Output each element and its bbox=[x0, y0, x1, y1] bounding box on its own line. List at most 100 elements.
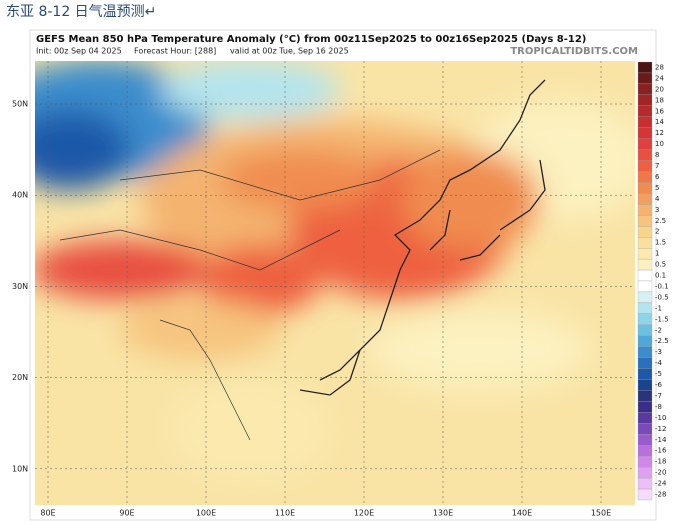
colorbar-swatch bbox=[637, 116, 653, 128]
colorbar-swatch bbox=[637, 61, 653, 74]
colorbar-label: -8 bbox=[655, 403, 662, 411]
colorbar-swatch bbox=[637, 83, 653, 96]
colorbar-label: -7 bbox=[655, 392, 662, 400]
colorbar-label: 0.5 bbox=[655, 261, 666, 269]
latitude-label: 20N bbox=[12, 373, 28, 382]
colorbar-label: 2 bbox=[655, 228, 659, 236]
colorbar-label: 14 bbox=[655, 118, 664, 126]
colorbar-swatch bbox=[637, 456, 653, 468]
colorbar-label: 24 bbox=[655, 74, 664, 82]
colorbar-label: 28 bbox=[655, 63, 664, 71]
colorbar-label: -20 bbox=[655, 469, 666, 477]
colorbar-swatch bbox=[637, 280, 653, 293]
colorbar-label: -2.5 bbox=[655, 337, 669, 345]
colorbar-label: -10 bbox=[655, 414, 666, 422]
colorbar-swatch bbox=[637, 182, 653, 194]
colorbar-swatch bbox=[637, 72, 653, 85]
longitude-label: 100E bbox=[196, 509, 216, 518]
colorbar-label: -28 bbox=[655, 491, 666, 499]
colorbar-label: -12 bbox=[655, 425, 666, 433]
colorbar-label: -0.1 bbox=[655, 282, 669, 290]
map-field bbox=[35, 61, 635, 505]
colorbar-swatch bbox=[637, 466, 653, 479]
longitude-label: 110E bbox=[275, 509, 295, 518]
colorbar-label: -2 bbox=[655, 326, 662, 334]
colorbar-label: 0.1 bbox=[655, 272, 666, 280]
colorbar-swatch bbox=[637, 127, 653, 139]
colorbar-swatch bbox=[637, 390, 653, 402]
colorbar-swatch bbox=[637, 401, 653, 413]
colorbar-swatch bbox=[637, 215, 653, 227]
colorbar-label: -14 bbox=[655, 436, 667, 444]
colorbar-label: 2.5 bbox=[655, 217, 666, 225]
latitude-label: 30N bbox=[12, 282, 28, 291]
valid-time: valid at 00z Tue, Sep 16 2025 bbox=[230, 47, 349, 56]
colorbar-label: -5 bbox=[655, 370, 662, 378]
colorbar-label: 7 bbox=[655, 162, 659, 170]
colorbar-label: -4 bbox=[655, 359, 663, 367]
colorbar-label: 1.5 bbox=[655, 239, 666, 247]
colorbar-swatch bbox=[637, 138, 653, 150]
colorbar-swatch bbox=[637, 171, 653, 183]
map-title: GEFS Mean 850 hPa Temperature Anomaly (°… bbox=[36, 34, 586, 45]
colorbar-swatch bbox=[637, 368, 653, 380]
colorbar-label: -0.5 bbox=[655, 293, 669, 301]
colorbar-swatch bbox=[637, 445, 653, 457]
colorbar-swatch bbox=[637, 247, 653, 260]
longitude-label: 140E bbox=[512, 509, 532, 518]
colorbar-swatch bbox=[637, 302, 653, 314]
longitude-label: 80E bbox=[40, 509, 55, 518]
colorbar-swatch bbox=[637, 258, 653, 271]
colorbar-swatch bbox=[637, 226, 653, 238]
colorbar-label: 5 bbox=[655, 184, 659, 192]
coastline bbox=[299, 79, 546, 396]
colorbar-label: -3 bbox=[655, 348, 662, 356]
colorbar-swatch bbox=[637, 193, 653, 205]
anomaly-blobs bbox=[35, 61, 635, 480]
colorbar-label: -1 bbox=[655, 304, 662, 312]
latitude-label: 40N bbox=[12, 191, 28, 200]
latitude-label: 50N bbox=[12, 100, 28, 109]
colorbar-label: 18 bbox=[655, 96, 664, 104]
caption: 东亚 8-12 日气温预测↵ bbox=[6, 4, 156, 20]
colorbar-swatch bbox=[637, 237, 653, 249]
colorbar-label: -16 bbox=[655, 447, 667, 455]
latitude-label: 10N bbox=[12, 464, 28, 473]
colorbar-swatch bbox=[637, 335, 653, 347]
colorbar-label: -1.5 bbox=[655, 315, 669, 323]
colorbar-label: 6 bbox=[655, 173, 660, 181]
colorbar-label: 3 bbox=[655, 206, 659, 214]
colorbar-swatch bbox=[637, 379, 653, 391]
colorbar-swatch bbox=[637, 269, 653, 282]
colorbar-swatch bbox=[637, 94, 653, 106]
longitude-label: 130E bbox=[433, 509, 453, 518]
colorbar-swatch bbox=[637, 105, 653, 117]
colorbar-label: -18 bbox=[655, 458, 666, 466]
colorbar-label: 4 bbox=[655, 195, 660, 203]
colorbar-swatch bbox=[637, 346, 653, 358]
longitude-label: 90E bbox=[119, 509, 134, 518]
init-time: Init: 00z Sep 04 2025 bbox=[36, 47, 122, 56]
colorbar-label: -6 bbox=[655, 381, 663, 389]
colorbar-swatch bbox=[637, 488, 653, 501]
colorbar-swatch bbox=[637, 412, 653, 424]
borders bbox=[59, 149, 441, 441]
colorbar-swatch bbox=[637, 149, 653, 161]
colorbar-swatch bbox=[637, 313, 653, 325]
colorbar-swatch bbox=[637, 477, 653, 490]
colorbar-swatch bbox=[637, 357, 653, 369]
colorbar-label: 12 bbox=[655, 129, 664, 137]
colorbar-swatch bbox=[637, 423, 653, 435]
colorbar-label: 1 bbox=[655, 250, 659, 258]
colorbar-label: 20 bbox=[655, 85, 664, 93]
colorbar-swatch bbox=[637, 160, 653, 172]
source: TROPICALTIDBITS.COM bbox=[510, 46, 638, 57]
graticule: 50N 40N 30N 20N 10N 80E 90E 100E 110E 120E 130E 140… bbox=[12, 61, 635, 518]
longitude-label: 120E bbox=[354, 509, 374, 518]
colorbar-label: 16 bbox=[655, 107, 664, 115]
colorbar-label: 8 bbox=[655, 151, 659, 159]
colorbar-swatch bbox=[637, 434, 653, 446]
colorbar-label: -24 bbox=[655, 480, 667, 488]
